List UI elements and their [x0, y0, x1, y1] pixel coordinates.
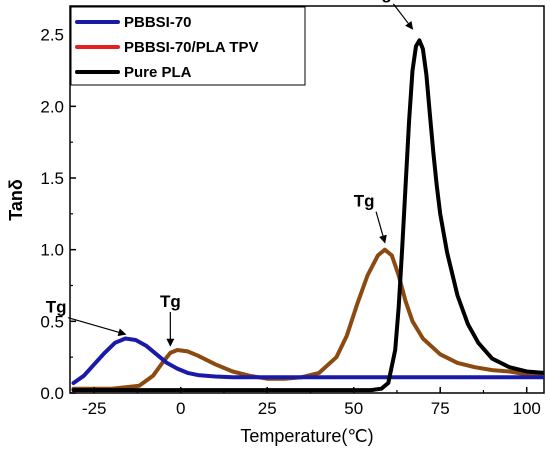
y-tick-label: 1.5 — [40, 169, 64, 188]
x-tick-label: 75 — [431, 399, 450, 418]
plot-frame — [69, 5, 545, 394]
y-tick-label: 2.0 — [40, 97, 64, 116]
annotation-layer: Tg Tg Tg Tg — [46, 0, 414, 347]
series-layer — [71, 38, 544, 393]
tg-annotation-arrow — [375, 211, 387, 244]
legend-entry-label: Pure PLA — [124, 64, 192, 81]
x-tick-label: 100 — [513, 399, 541, 418]
y-tick-label: 2.5 — [40, 26, 64, 45]
x-tick-label: 0 — [176, 399, 185, 418]
x-axis-label: Temperature(℃) — [240, 426, 373, 446]
tg-annotation-label: Tg — [371, 0, 392, 3]
legend: PBBSI-70 PBBSI-70/PLA TPV Pure PLA — [70, 6, 306, 86]
y-axis-label: Tanδ — [6, 179, 26, 221]
tg-annotation-arrow — [392, 3, 414, 30]
series-line-1 — [71, 336, 544, 385]
series-line-3 — [71, 38, 544, 393]
x-tick-label: 50 — [344, 399, 363, 418]
tg-annotation-label: Tg — [46, 298, 67, 317]
tg-annotation-label: Tg — [160, 292, 181, 311]
y-tick-label: 1.0 — [40, 241, 64, 260]
tg-annotation-arrow — [67, 317, 127, 337]
y-tick-label: 0.0 — [40, 384, 64, 403]
x-tick-label: 25 — [258, 399, 277, 418]
tick-layer: -25 0 25 50 75 100 0.0 0.5 1.0 1.5 2.0 2.5 — [40, 26, 541, 418]
x-tick-label: -25 — [82, 399, 107, 418]
tg-annotation-label: Tg — [354, 192, 375, 211]
y-tick-label: 0.5 — [40, 312, 64, 331]
series-line-2 — [71, 247, 544, 391]
legend-entry-label: PBBSI-70/PLA TPV — [124, 39, 258, 56]
legend-entry-label: PBBSI-70 — [124, 14, 192, 31]
